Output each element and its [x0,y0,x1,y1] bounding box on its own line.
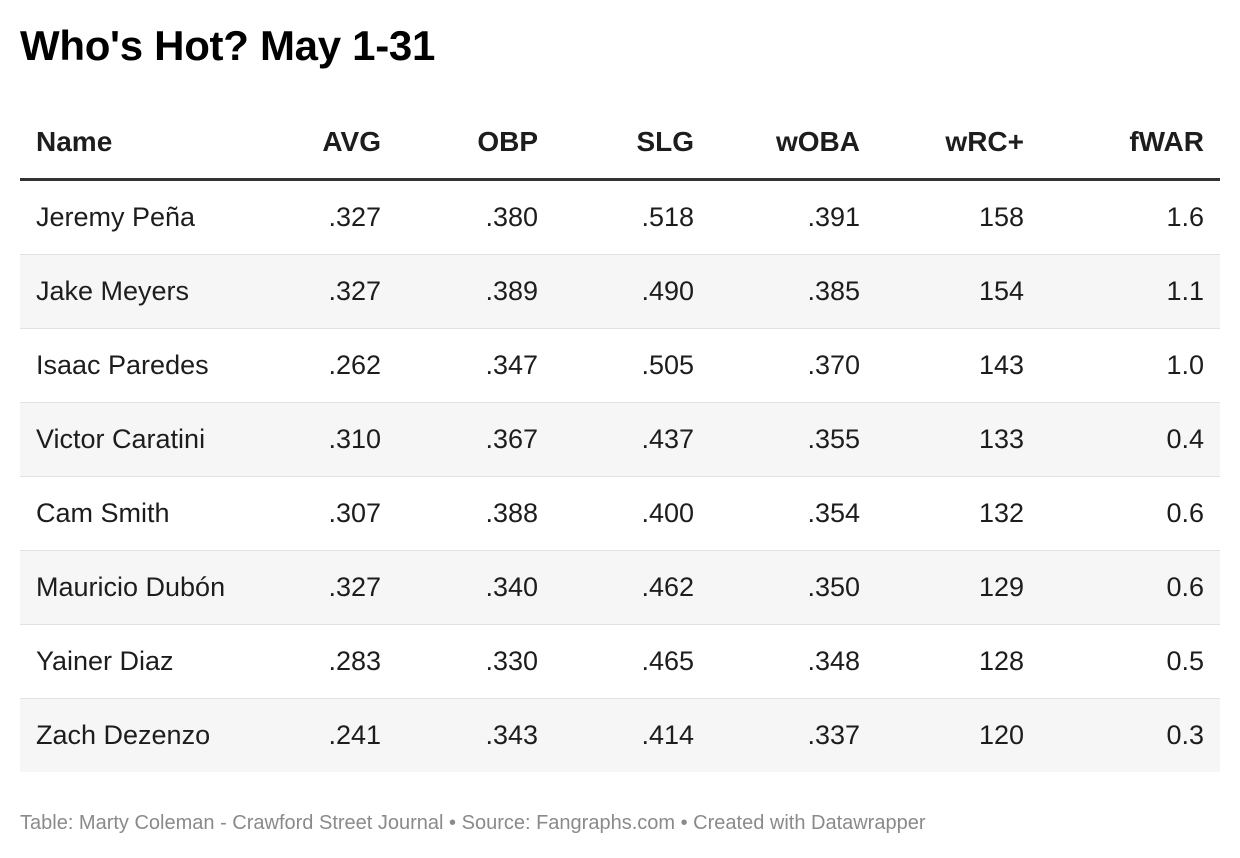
column-header-obp: OBP [397,106,554,181]
stat-cell-wrc-plus: 154 [876,254,1040,329]
player-name-cell: Victor Caratini [20,402,270,477]
column-header-avg: AVG [270,106,397,181]
table-header-row: Name AVG OBP SLG wOBA wRC+ fWAR [20,106,1220,181]
player-name-cell: Jake Meyers [20,254,270,329]
stat-cell-slg: .490 [554,254,710,329]
stat-cell-obp: .340 [397,550,554,625]
stat-cell-avg: .307 [270,476,397,551]
stat-cell-slg: .400 [554,476,710,551]
column-header-wrc-plus: wRC+ [876,106,1040,181]
stat-cell-obp: .380 [397,179,554,255]
stat-cell-slg: .414 [554,698,710,772]
stat-cell-fwar: 1.6 [1040,179,1220,255]
player-name-cell: Mauricio Dubón [20,550,270,625]
stat-cell-woba: .385 [710,254,876,329]
stat-cell-obp: .367 [397,402,554,477]
stat-cell-fwar: 0.6 [1040,550,1220,625]
stat-cell-wrc-plus: 120 [876,698,1040,772]
stat-cell-wrc-plus: 133 [876,402,1040,477]
stat-cell-fwar: 0.4 [1040,402,1220,477]
table-title: Who's Hot? May 1-31 [20,22,435,69]
stat-cell-wrc-plus: 132 [876,476,1040,551]
player-name-cell: Yainer Diaz [20,624,270,699]
stat-cell-fwar: 1.0 [1040,328,1220,403]
table-row: Cam Smith .307.388.400.354 132 0.6 [20,476,1220,551]
table-row: Yainer Diaz .283.330.465.348 128 0.5 [20,624,1220,699]
stat-cell-wrc-plus: 158 [876,179,1040,255]
stat-cell-slg: .437 [554,402,710,477]
stat-cell-fwar: 1.1 [1040,254,1220,329]
stat-cell-obp: .343 [397,698,554,772]
stat-cell-avg: .327 [270,550,397,625]
table-row: Jake Meyers .327.389.490.385 154 1.1 [20,254,1220,329]
stat-cell-fwar: 0.6 [1040,476,1220,551]
table-row: Isaac Paredes .262.347.505.370 143 1.0 [20,328,1220,403]
stat-cell-woba: .337 [710,698,876,772]
stat-cell-woba: .370 [710,328,876,403]
stat-cell-slg: .505 [554,328,710,403]
stat-cell-avg: .327 [270,254,397,329]
column-header-fwar: fWAR [1040,106,1220,181]
player-name-cell: Cam Smith [20,476,270,551]
table-row: Mauricio Dubón .327.340.462.350 129 0.6 [20,550,1220,625]
column-header-name: Name [20,106,270,181]
stat-cell-wrc-plus: 128 [876,624,1040,699]
stat-cell-woba: .354 [710,476,876,551]
player-name-cell: Jeremy Peña [20,179,270,255]
stat-cell-wrc-plus: 143 [876,328,1040,403]
stat-cell-obp: .330 [397,624,554,699]
table-row: Victor Caratini .310.367.437.355 133 0.4 [20,402,1220,477]
stat-cell-fwar: 0.5 [1040,624,1220,699]
stats-table: Name AVG OBP SLG wOBA wRC+ fWAR Jeremy Peña .32… [20,106,1220,772]
player-name-cell: Zach Dezenzo [20,698,270,772]
column-header-woba: wOBA [710,106,876,181]
stat-cell-slg: .465 [554,624,710,699]
table-body: Jeremy Peña .327.380.518.391 158 1.6 Jake Me… [20,179,1220,772]
table-row: Zach Dezenzo .241.343.414.337 120 0.3 [20,698,1220,772]
stat-cell-fwar: 0.3 [1040,698,1220,772]
stat-cell-obp: .389 [397,254,554,329]
stat-cell-slg: .518 [554,179,710,255]
column-header-slg: SLG [554,106,710,181]
stat-cell-slg: .462 [554,550,710,625]
stat-cell-avg: .241 [270,698,397,772]
stats-table-container: Name AVG OBP SLG wOBA wRC+ fWAR Jeremy Peña .32… [20,106,1220,772]
stat-cell-woba: .350 [710,550,876,625]
player-name-cell: Isaac Paredes [20,328,270,403]
stat-cell-avg: .310 [270,402,397,477]
table-row: Jeremy Peña .327.380.518.391 158 1.6 [20,179,1220,255]
stat-cell-woba: .391 [710,179,876,255]
stat-cell-obp: .388 [397,476,554,551]
stat-cell-avg: .283 [270,624,397,699]
stat-cell-obp: .347 [397,328,554,403]
table-footer-credits: Table: Marty Coleman - Crawford Street J… [20,812,926,834]
stat-cell-woba: .348 [710,624,876,699]
stat-cell-wrc-plus: 129 [876,550,1040,625]
stat-cell-avg: .262 [270,328,397,403]
stat-cell-avg: .327 [270,179,397,255]
stat-cell-woba: .355 [710,402,876,477]
